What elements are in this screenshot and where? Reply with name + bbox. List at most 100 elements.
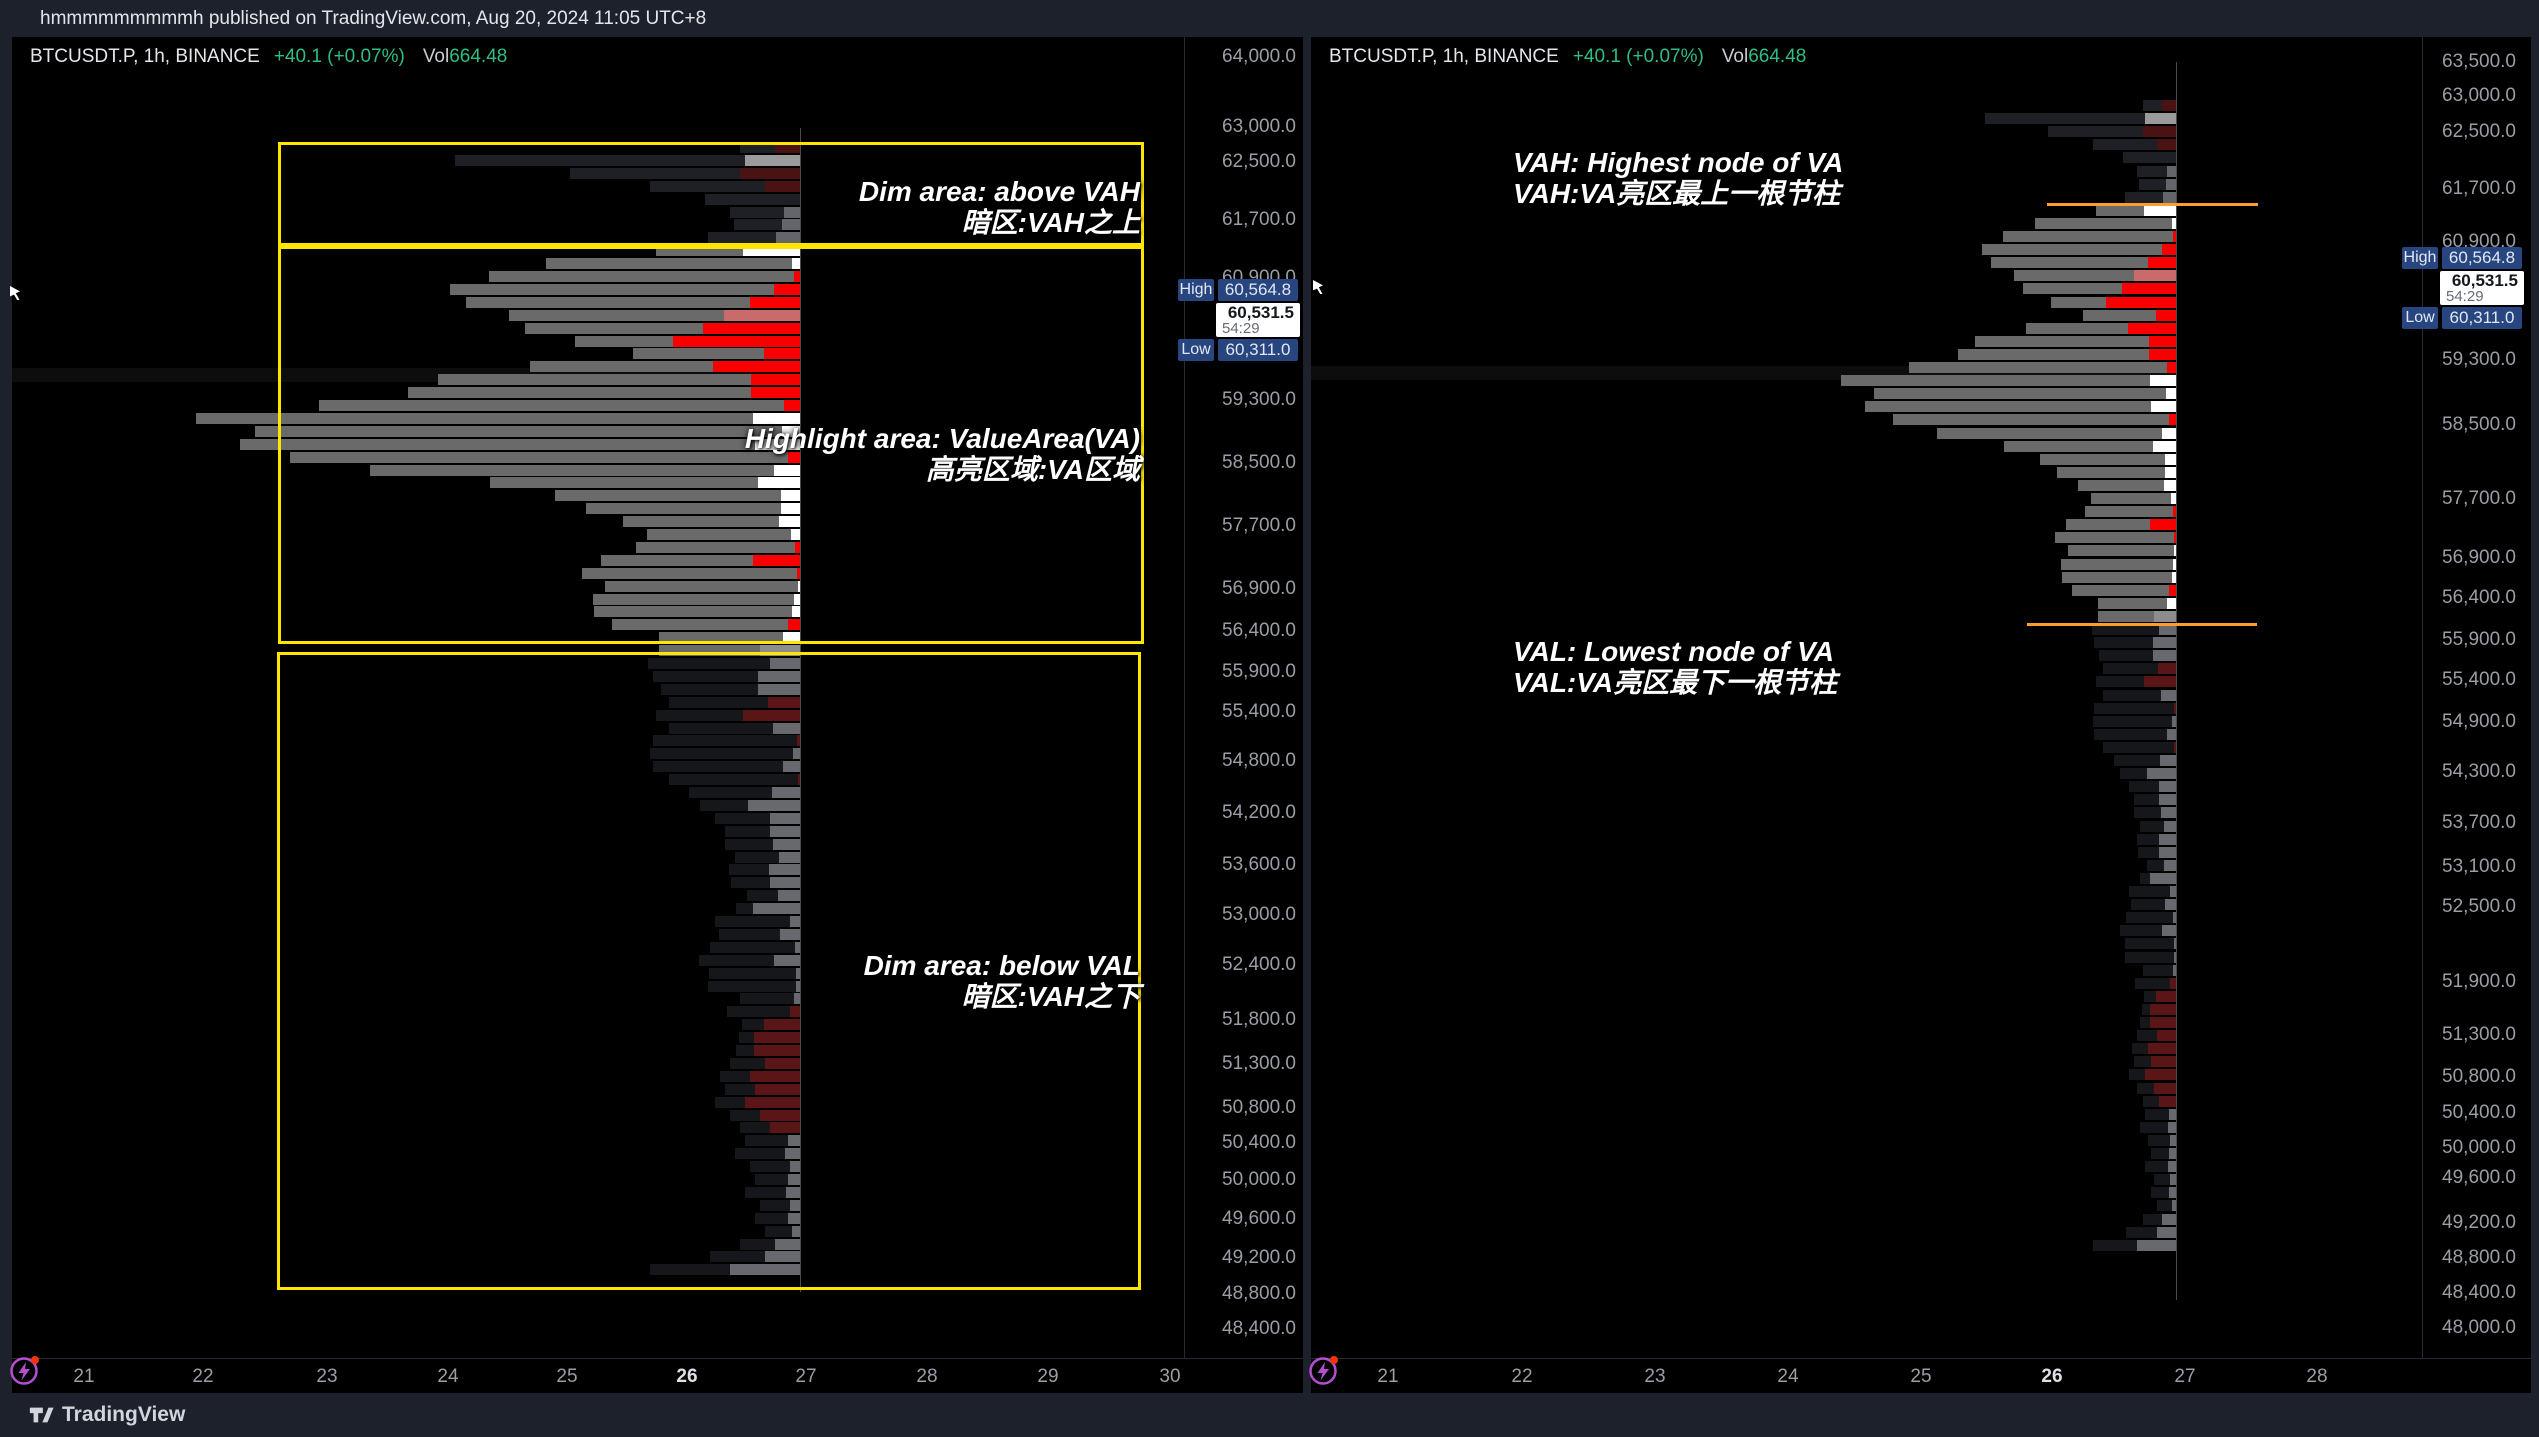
low-price-value: 60,311.0 — [1218, 339, 1298, 361]
volume-profile-bar-tip — [760, 645, 800, 656]
volume-profile-bar — [647, 529, 800, 540]
time-axis-label: 22 — [1511, 1366, 1533, 1387]
price-change: +40.1 (+0.07%) — [273, 46, 405, 67]
volume-profile-bar-tip — [713, 361, 800, 372]
volume-profile-bar — [699, 955, 800, 966]
volume-profile-bar — [2145, 1109, 2176, 1120]
tradingview-logo[interactable]: TradingView — [28, 1402, 185, 1428]
volume-profile-bar-tip — [2143, 126, 2176, 137]
volume-profile-bar-tip — [2156, 991, 2176, 1002]
volume-profile-bar-tip — [2153, 637, 2176, 648]
annotation-val[interactable]: VAL: Lowest node of VA VAL:VA亮区最下一根节柱 — [1513, 636, 1837, 698]
volume-profile-bar — [2103, 742, 2176, 753]
publish-info-text: hmmmmmmmmmh published on TradingView.com… — [40, 8, 707, 29]
volume-profile-bar — [729, 864, 800, 875]
volume-profile-bar — [2091, 493, 2176, 504]
volume-profile-bar-tip — [2174, 952, 2176, 963]
volume-profile-bar — [2078, 480, 2176, 491]
price-scale-left[interactable] — [1184, 37, 1303, 1358]
time-axis-label: 28 — [916, 1366, 938, 1387]
volume-profile-bar-tip — [703, 323, 800, 334]
time-axis-left[interactable] — [12, 1358, 1303, 1393]
volume-profile-bar-tip — [754, 1045, 800, 1056]
volume-profile-bar-tip — [776, 232, 800, 243]
volume-profile-bar — [633, 348, 800, 359]
volume-profile-bar-tip — [770, 813, 800, 824]
annotation-vah[interactable]: VAH: Highest node of VA VAH:VA亮区最上一根节柱 — [1513, 147, 1843, 209]
price-tick-label: 62,500.0 — [2442, 121, 2516, 142]
volume-profile-bar — [1874, 388, 2176, 399]
volume-profile-bar-tip — [2173, 559, 2176, 570]
volume-profile-bar-tip — [2161, 807, 2176, 818]
volume-profile-bar-tip — [754, 1032, 800, 1043]
last-price-countdown-box: 60,531.5 54:29 — [1216, 303, 1300, 337]
ideas-flash-icon[interactable] — [1305, 1350, 1343, 1393]
volume-profile-bar — [2129, 886, 2176, 897]
high-price-value: 60,564.8 — [2442, 247, 2522, 269]
volume-profile-bar — [734, 219, 800, 230]
volume-profile-bar — [710, 1251, 800, 1262]
time-axis-label: 30 — [1159, 1366, 1181, 1387]
vah-level-line[interactable] — [2047, 203, 2258, 206]
volume-profile-bar-tip — [2168, 1161, 2176, 1172]
volume-profile-bar — [2093, 716, 2176, 727]
volume-profile-bar-tip — [2159, 781, 2176, 792]
volume-profile-bar — [656, 710, 800, 721]
volume-profile-bar — [1909, 362, 2176, 373]
volume-profile-bar-tip — [781, 490, 800, 501]
volume-profile-bar — [650, 181, 800, 192]
annotation-dim-below-val[interactable]: Dim area: below VAL 暗区:VAH之下 — [864, 950, 1140, 1012]
time-axis-right[interactable] — [1311, 1358, 2531, 1393]
volume-profile-bar-tip — [774, 955, 800, 966]
price-tick-label: 49,200.0 — [2442, 1212, 2516, 1233]
volume-profile-bar-tip — [2174, 532, 2176, 543]
volume-profile-bar-tip — [788, 1174, 800, 1185]
symbol-text: BTCUSDT.P, 1h, BINANCE — [1329, 46, 1559, 67]
high-price-tag: High — [2402, 247, 2438, 269]
volume-profile-bar — [700, 800, 800, 811]
volume-profile-bar — [669, 723, 800, 734]
volume-profile-bar — [623, 516, 800, 527]
val-level-line[interactable] — [2027, 623, 2257, 626]
volume-profile-bar — [2093, 139, 2176, 150]
time-axis-label: 21 — [73, 1366, 95, 1387]
ideas-flash-icon[interactable] — [6, 1350, 44, 1393]
volume-profile-bar — [708, 232, 800, 243]
volume-profile-bar-tip — [779, 516, 800, 527]
volume-profile-bar — [730, 207, 800, 218]
volume-profile-bar-tip — [753, 555, 800, 566]
annotation-line-zh: VAL:VA亮区最下一根节柱 — [1513, 667, 1838, 698]
volume-profile-bar — [2129, 1069, 2176, 1080]
volume-profile-bar-tip — [751, 374, 800, 385]
zone-box-below-val[interactable] — [277, 652, 1141, 1290]
time-axis-label: 24 — [437, 1366, 459, 1387]
volume-profile-bar — [255, 426, 800, 437]
volume-profile-bar — [740, 993, 800, 1004]
chart-pane-right[interactable] — [1311, 37, 2531, 1393]
low-price-tag: Low — [2402, 307, 2438, 329]
volume-profile-bar — [2004, 441, 2176, 452]
volume-profile-bar — [1975, 336, 2176, 347]
zone-box-above-vah[interactable] — [278, 142, 1144, 246]
volume-profile-bar — [509, 310, 800, 321]
volume-profile-bar-tip — [2173, 912, 2176, 923]
volume-profile-bar-tip — [758, 684, 800, 695]
volume-profile-bar — [730, 1058, 800, 1069]
volume-profile-bar-tip — [795, 542, 800, 553]
volume-profile-bar — [2140, 821, 2176, 832]
volume-profile-bar-tip — [2167, 166, 2176, 177]
symbol-header-right[interactable]: BTCUSDT.P, 1h, BINANCE +40.1 (+0.07%) Vol6… — [1329, 46, 1806, 68]
volume-profile-bar — [2040, 454, 2176, 465]
volume-profile-bar — [196, 413, 800, 424]
volume-profile-bar-tip — [2169, 1148, 2176, 1159]
annotation-dim-above-vah[interactable]: Dim area: above VAH 暗区:VAH之上 — [859, 176, 1140, 238]
price-scale-right[interactable] — [2422, 37, 2531, 1358]
price-tick-label: 50,000.0 — [2442, 1137, 2516, 1158]
price-tick-label: 57,700.0 — [1222, 515, 1296, 536]
price-tick-label: 63,000.0 — [1222, 116, 1296, 137]
symbol-header-left[interactable]: BTCUSDT.P, 1h, BINANCE +40.1 (+0.07%) Vol6… — [30, 46, 507, 68]
volume-profile-bar-tip — [753, 903, 800, 914]
annotation-value-area[interactable]: Highlight area: ValueArea(VA) 高亮区域:VA区域 — [745, 423, 1140, 485]
volume-profile-bar — [715, 916, 800, 927]
zone-box-value-area[interactable] — [278, 246, 1144, 644]
